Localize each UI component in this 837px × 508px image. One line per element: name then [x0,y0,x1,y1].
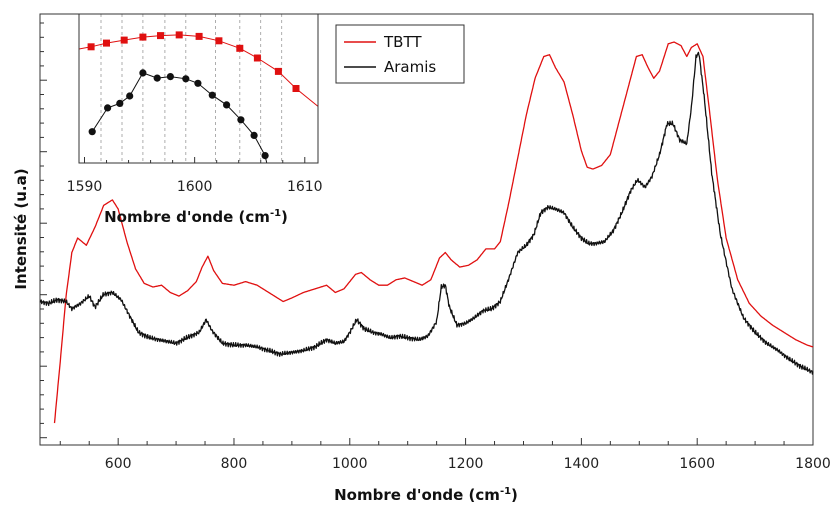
main-series-group [39,41,814,424]
inset-frame [78,13,319,164]
legend-box [335,24,465,84]
x-tick-label-600: 600 [105,456,132,472]
main-y-axis-title: Intensité (u.a) [12,168,30,289]
inset-point-tbtt [253,54,261,62]
inset-point-aramis [88,128,96,136]
inset-chart: 1590 1600 1610 Nombre d'onde (cm-1) [67,13,323,226]
x-tick-label-800: 800 [221,456,248,472]
inset-point-tbtt [292,85,300,92]
inset-x-tick-label-1610: 1610 [287,179,323,195]
x-tick-label-1200: 1200 [448,456,484,472]
inset-point-aramis [153,74,161,82]
legend: TBTT Aramis [335,24,465,84]
inset-point-aramis [194,79,202,87]
inset-point-aramis [208,91,216,99]
legend-label-tbtt: TBTT [383,33,422,51]
inset-series-group [79,31,318,163]
main-plot-frame [39,13,814,446]
inset-point-tbtt [195,32,203,40]
x-tick-label-1800: 1800 [795,456,831,472]
main-x-axis-ticks: 600 800 1000 1200 1400 1600 1800 [59,438,831,472]
inset-point-aramis [223,101,231,109]
inset-point-aramis [116,99,124,107]
inset-x-axis-ticks: 1590 1600 1610 [67,157,323,195]
inset-point-aramis [261,152,269,160]
inset-point-aramis [166,73,174,81]
inset-point-aramis [250,131,258,139]
x-tick-label-1600: 1600 [679,456,715,472]
inset-point-aramis [139,69,147,77]
inset-point-aramis [104,104,112,112]
series-line-aramis [39,51,814,375]
inset-point-tbtt [157,32,164,40]
inset-x-tick-label-1590: 1590 [67,179,103,195]
inset-point-tbtt [274,67,282,75]
inset-point-tbtt [120,36,128,44]
inset-point-tbtt [139,33,147,41]
inset-point-tbtt [215,37,223,45]
main-x-axis-title: Nombre d'onde (cm-1) [334,486,518,504]
inset-point-aramis [237,116,245,124]
inset-point-aramis [182,75,190,83]
main-y-axis-ticks [40,22,47,439]
legend-label-aramis: Aramis [384,58,436,76]
inset-point-tbtt [87,43,95,51]
inset-point-tbtt [236,44,244,52]
x-tick-label-1000: 1000 [332,456,368,472]
inset-point-tbtt [103,39,110,47]
inset-x-axis-title: Nombre d'onde (cm-1) [104,208,288,226]
series-line-tbtt [53,41,814,424]
inset-x-tick-label-1600: 1600 [177,179,213,195]
x-tick-label-1400: 1400 [564,456,600,472]
inset-point-aramis [126,92,134,100]
inset-point-tbtt [175,31,183,39]
